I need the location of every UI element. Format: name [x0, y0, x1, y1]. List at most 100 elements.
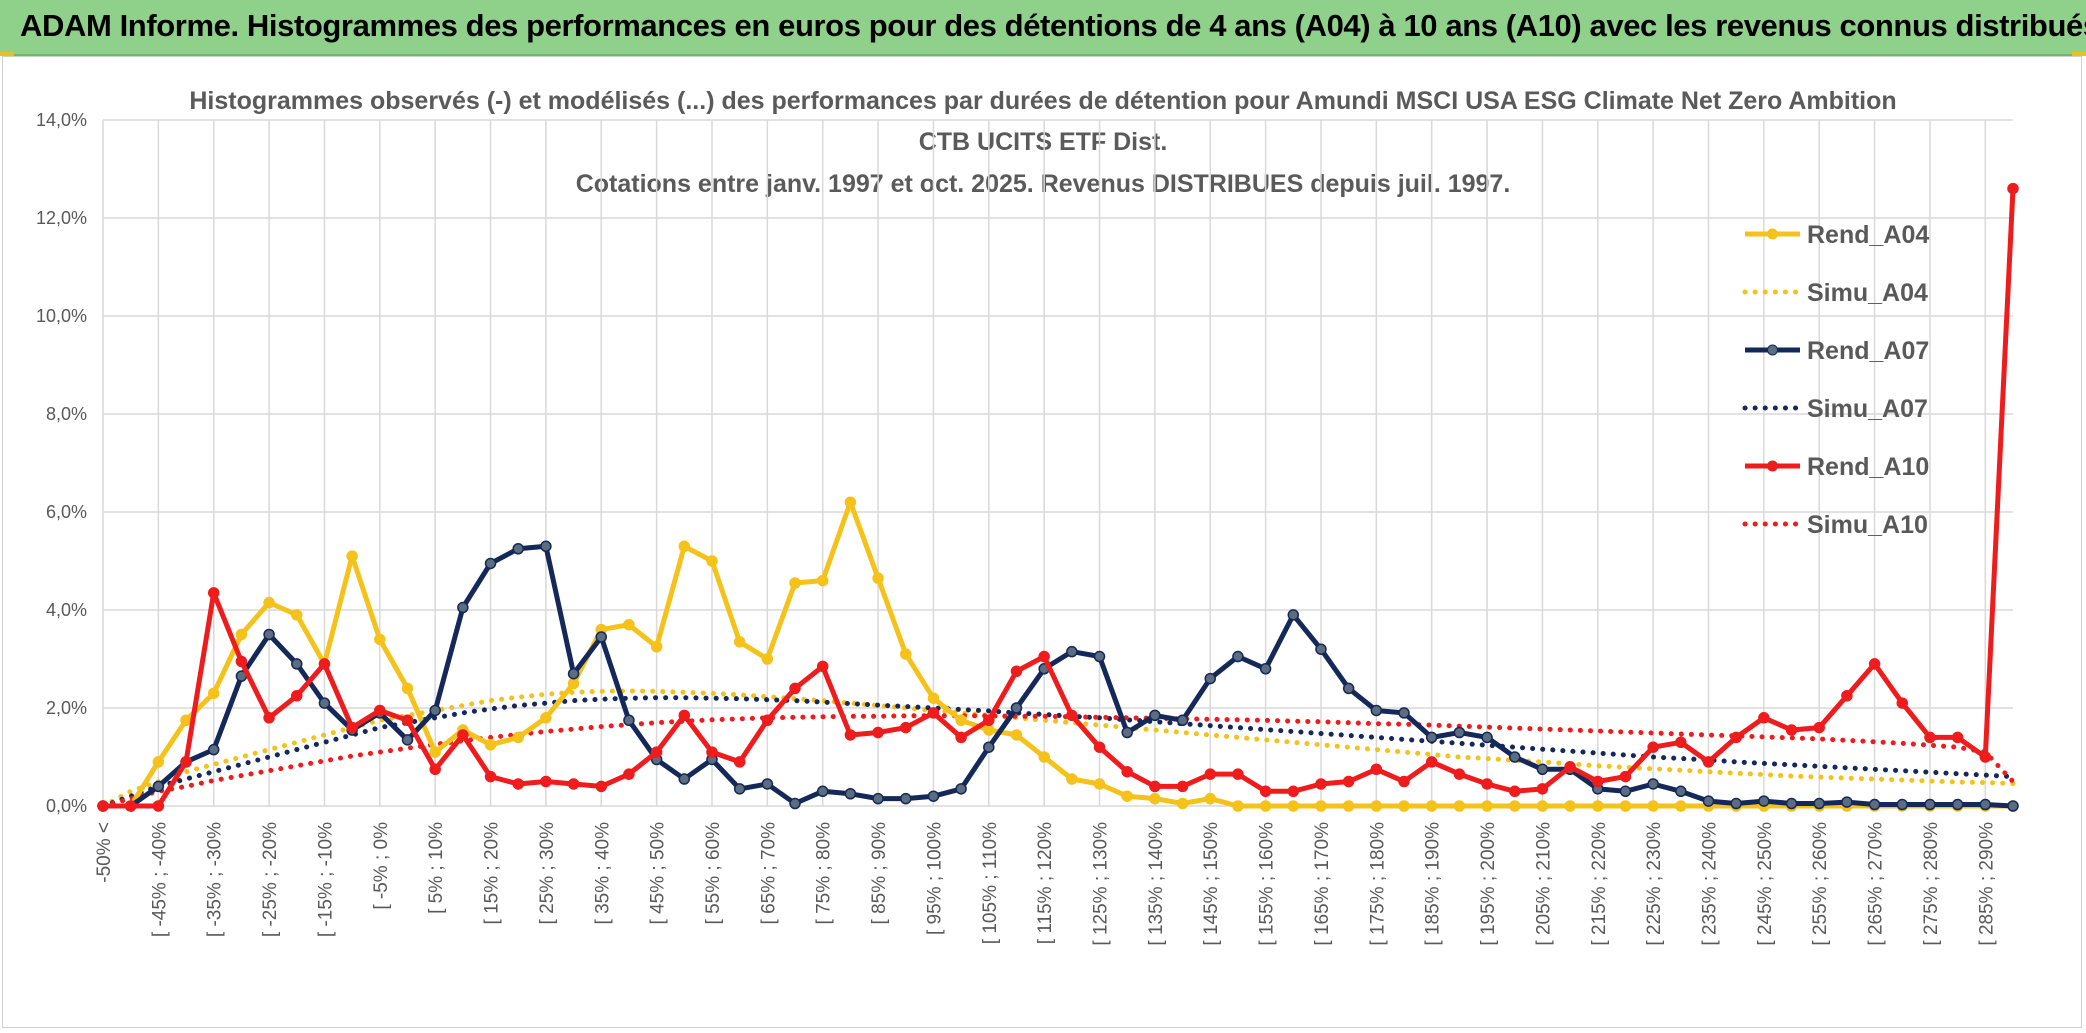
y-tick-label: 12,0% [36, 208, 87, 228]
data-point [1619, 800, 1632, 812]
legend-item: Rend_A07 [1745, 337, 1929, 365]
y-tick-label: 14,0% [36, 110, 87, 130]
data-point [1896, 697, 1909, 709]
data-point [955, 783, 967, 795]
data-point [761, 714, 774, 726]
data-point [844, 788, 857, 800]
data-point [1951, 798, 1964, 811]
data-point [872, 726, 884, 739]
header-banner: ADAM Informe. Histogrammes des performan… [0, 0, 2086, 56]
data-point [1813, 797, 1825, 810]
chart-title-line: Histogrammes observés (-) et modélisés (… [189, 87, 1896, 115]
x-axis: -50% < [ -45% ; -40% [ -35% ; -30% [ -25% ;… [94, 822, 1997, 946]
data-point [567, 667, 580, 680]
data-point [1425, 731, 1438, 744]
data-point [872, 572, 884, 584]
data-point [1342, 800, 1355, 812]
data-point [1702, 795, 1715, 807]
data-point [1453, 800, 1466, 812]
x-tick-label: [ 145% ; 150% [1201, 822, 1222, 946]
data-point [1232, 650, 1244, 663]
data-point [1675, 736, 1687, 749]
data-point [1979, 798, 1992, 811]
x-tick-label: [ 255% ; 260% [1810, 822, 1831, 946]
data-point [374, 704, 386, 717]
data-point [1896, 798, 1909, 811]
data-point [872, 792, 884, 805]
data-point [152, 756, 165, 768]
x-tick-label: [ 175% ; 180% [1367, 822, 1388, 946]
data-point [152, 780, 165, 793]
data-point [235, 655, 248, 668]
legend-marker [1767, 344, 1778, 356]
data-point [429, 746, 441, 758]
data-point [291, 690, 303, 702]
x-tick-label: [ 155% ; 160% [1257, 822, 1278, 946]
y-tick-label: 0,0% [46, 796, 87, 816]
y-tick-label: 10,0% [36, 306, 87, 326]
data-point [983, 714, 995, 726]
series-Simu_A07 [100, 695, 2016, 809]
x-tick-label: [ 185% ; 190% [1423, 822, 1444, 946]
data-point [1066, 773, 1078, 785]
data-point [623, 714, 635, 726]
x-tick-label: [ 55% ; 60% [703, 822, 724, 925]
data-point [1287, 785, 1300, 798]
data-point [540, 712, 552, 724]
data-point [152, 800, 165, 812]
data-point [1093, 741, 1106, 753]
data-point [1315, 778, 1327, 790]
data-point [1204, 768, 1216, 780]
x-tick-label: [ 105% ; 110% [980, 822, 1001, 944]
data-point [1370, 704, 1383, 717]
x-tick-label: [ 215% ; 220% [1589, 822, 1610, 946]
data-point [346, 550, 358, 562]
x-tick-label: [ 195% ; 200% [1478, 822, 1499, 946]
data-point [2007, 800, 2019, 812]
x-tick-label: [ 5% ; 10% [426, 822, 447, 914]
data-point [1730, 731, 1742, 744]
data-point [1592, 775, 1604, 788]
series-line [103, 188, 2016, 809]
data-point [900, 648, 912, 660]
data-point [484, 557, 497, 570]
data-point [678, 709, 691, 722]
data-point [1287, 609, 1300, 621]
data-point [1093, 778, 1106, 790]
data-point [1813, 721, 1825, 734]
data-point [844, 496, 857, 508]
x-tick-label: [ 65% ; 70% [758, 822, 779, 925]
data-point [1868, 658, 1881, 670]
data-point [235, 628, 248, 641]
y-axis: 0,0% 2,0% 4,0% 6,0% 8,0% 10,0% 12,0% 14,0% [36, 110, 87, 816]
data-point [1647, 741, 1659, 753]
x-tick-label: [ 205% ; 210% [1533, 822, 1554, 946]
data-point [623, 768, 635, 780]
x-tick-label: [ 235% ; 240% [1700, 822, 1721, 946]
data-point [97, 800, 109, 812]
data-point [595, 631, 608, 643]
data-point [346, 721, 358, 734]
data-point [1758, 795, 1770, 807]
x-tick-label: [ -15% ; -10% [315, 822, 336, 937]
data-point [512, 731, 524, 744]
data-point [540, 540, 552, 553]
legend-label: Rend_A04 [1807, 221, 1929, 249]
data-point [374, 633, 386, 646]
data-point [457, 601, 469, 614]
y-tick-label: 8,0% [46, 404, 87, 424]
legend-item: Simu_A04 [1742, 279, 1928, 307]
data-point [678, 540, 691, 553]
data-point [1647, 778, 1659, 790]
x-tick-label: [ 35% ; 40% [592, 822, 613, 925]
data-point [318, 697, 331, 709]
data-point [1564, 800, 1576, 812]
data-point [567, 677, 580, 690]
x-tick-label: [ 75% ; 80% [814, 822, 835, 925]
data-point [1176, 714, 1189, 726]
data-point [1370, 800, 1383, 812]
data-point [429, 763, 441, 775]
data-point [927, 692, 940, 704]
legend-marker [1767, 460, 1778, 472]
data-point [512, 543, 524, 555]
